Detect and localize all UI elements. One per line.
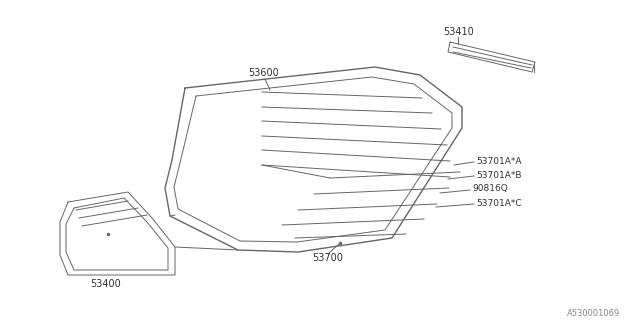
Text: 53700: 53700 bbox=[312, 253, 343, 263]
Text: 53701A*B: 53701A*B bbox=[476, 171, 522, 180]
Text: 53410: 53410 bbox=[443, 27, 474, 37]
Text: A530001069: A530001069 bbox=[567, 308, 620, 317]
Text: 53701A*A: 53701A*A bbox=[476, 156, 522, 165]
Text: 90816Q: 90816Q bbox=[472, 185, 508, 194]
Text: 53701A*C: 53701A*C bbox=[476, 198, 522, 207]
Text: 53400: 53400 bbox=[90, 279, 121, 289]
Text: 53600: 53600 bbox=[248, 68, 279, 78]
